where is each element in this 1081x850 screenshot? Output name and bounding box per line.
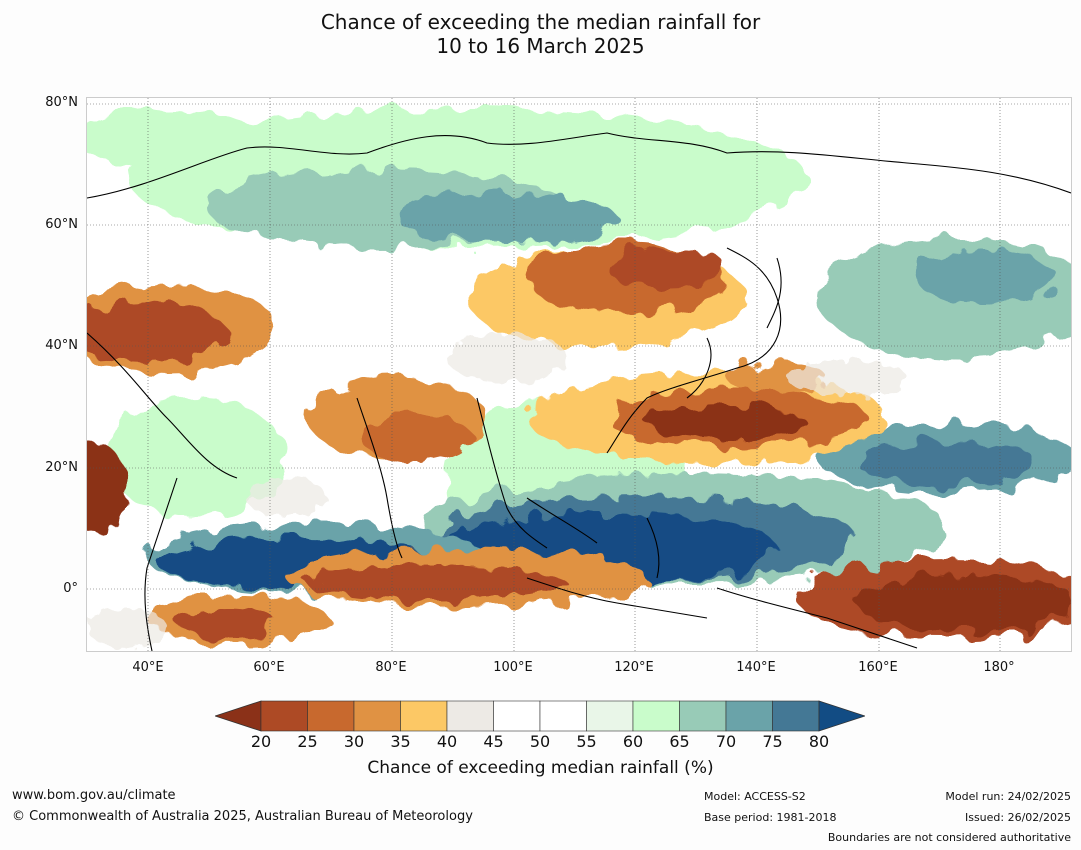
lat-label-40n: 40°N — [45, 338, 78, 353]
lon-label-80e: 80°E — [375, 660, 407, 675]
colorbar-tick-label: 70 — [715, 732, 737, 751]
lat-label-80n: 80°N — [45, 95, 78, 110]
map-title-line-2: 10 to 16 March 2025 — [436, 34, 645, 58]
colorbar-segment — [586, 700, 634, 732]
lon-label-60e: 60°E — [253, 660, 285, 675]
model-name: Model: ACCESS-S2 — [704, 790, 806, 803]
lon-label-160e: 160°E — [858, 660, 898, 675]
issued-date: Issued: 26/02/2025 — [964, 811, 1071, 824]
colorbar-segment — [260, 700, 308, 732]
colorbar-tick-label: 50 — [529, 732, 551, 751]
map-canvas — [87, 98, 1071, 651]
lon-label-140e: 140°E — [736, 660, 776, 675]
colorbar-segment — [725, 700, 773, 732]
copyright-text: © Commonwealth of Australia 2025, Austra… — [12, 809, 473, 824]
colorbar-over-arrow — [818, 700, 865, 732]
colorbar-segment — [539, 700, 587, 732]
lat-label-0: 0° — [63, 581, 78, 596]
colorbar — [215, 700, 865, 732]
map-title: Chance of exceeding the median rainfall … — [0, 10, 1081, 58]
rainfall-probability-map — [86, 97, 1072, 652]
colorbar-tick-label: 25 — [297, 732, 318, 751]
map-title-line-1: Chance of exceeding the median rainfall … — [320, 10, 761, 34]
lon-label-40e: 40°E — [132, 660, 164, 675]
colorbar-tick-label: 20 — [250, 732, 272, 751]
lon-label-120e: 120°E — [614, 660, 654, 675]
coastlines — [87, 132, 1071, 651]
lon-label-100e: 100°E — [493, 660, 533, 675]
colorbar-tick-label: 35 — [390, 732, 411, 751]
colorbar-tick-label: 55 — [576, 732, 597, 751]
near-normal-regions — [87, 333, 907, 648]
lat-label-60n: 60°N — [45, 217, 78, 232]
lat-label-20n: 20°N — [45, 460, 78, 475]
colorbar-tick-label: 30 — [343, 732, 365, 751]
boundaries-disclaimer: Boundaries are not considered authoritat… — [827, 831, 1071, 844]
colorbar-tick-label: 75 — [762, 732, 783, 751]
colorbar-segment — [772, 700, 820, 732]
colorbar-tick-label: 40 — [436, 732, 458, 751]
dry-anomaly-regions — [87, 243, 1071, 643]
colorbar-tick-label: 80 — [808, 732, 830, 751]
colorbar-segment — [446, 700, 494, 732]
colorbar-label: Chance of exceeding median rainfall (%) — [367, 758, 714, 778]
colorbar-tick-label: 65 — [669, 732, 690, 751]
colorbar-segment — [632, 700, 680, 732]
website-link[interactable]: www.bom.gov.au/climate — [12, 788, 176, 803]
lon-label-180: 180° — [983, 660, 1015, 675]
model-run-date: Model run: 24/02/2025 — [945, 790, 1071, 803]
colorbar-segment — [307, 700, 355, 732]
colorbar-under-arrow — [215, 700, 262, 732]
colorbar-segment — [679, 700, 727, 732]
colorbar-segment — [400, 700, 448, 732]
colorbar-tick-label: 60 — [622, 732, 644, 751]
colorbar-segment — [353, 700, 401, 732]
base-period: Base period: 1981-2018 — [704, 811, 837, 824]
colorbar-segment — [493, 700, 541, 732]
colorbar-tick-label: 45 — [483, 732, 504, 751]
graticule — [87, 98, 1071, 651]
